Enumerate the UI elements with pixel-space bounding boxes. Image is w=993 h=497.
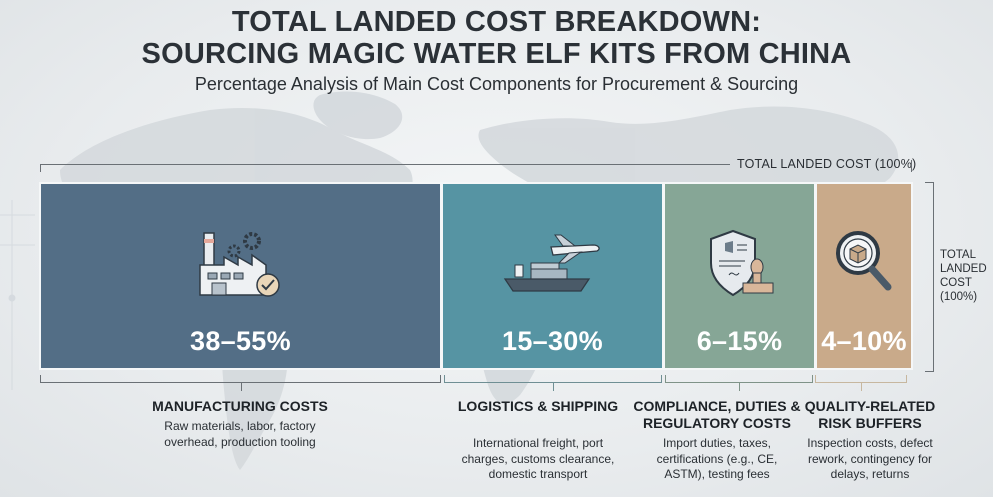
- category-name: QUALITY-RELATED RISK BUFFERS: [804, 398, 936, 431]
- category-description: Import duties, taxes, certifications (e.…: [656, 436, 778, 481]
- bracket-compliance: [665, 375, 813, 391]
- total-top-bracket-tick-right: [911, 160, 912, 172]
- category-quality: QUALITY-RELATED RISK BUFFERS Inspection …: [800, 398, 940, 483]
- category-manufacturing: MANUFACTURING COSTS Raw materials, labor…: [120, 398, 360, 450]
- total-top-bracket-line: [40, 164, 730, 165]
- segment-percentage: 4–10%: [821, 326, 907, 356]
- page-subtitle: Percentage Analysis of Main Cost Compone…: [194, 74, 799, 94]
- total-right-label-line: LANDED: [940, 263, 987, 275]
- segment-compliance[interactable]: 6–15%: [665, 184, 817, 368]
- category-name: MANUFACTURING COSTS: [152, 398, 328, 414]
- category-description: International freight, port charges, cus…: [461, 436, 615, 481]
- magnifier-box-icon: [836, 231, 892, 291]
- total-landed-cost-label-top: TOTAL LANDED COST (100%): [737, 157, 917, 171]
- category-description: Inspection costs, defect rework, conting…: [807, 436, 933, 481]
- category-name: COMPLIANCE, DUTIES & REGULATORY COSTS: [633, 398, 801, 431]
- segment-quality[interactable]: 4–10%: [817, 184, 911, 368]
- bracket-logistics: [444, 375, 662, 391]
- stacked-cost-bar: 38–55% 15–30% 6–15%: [39, 182, 913, 370]
- factory-gear-check-icon: [198, 232, 280, 297]
- page-title-line-1: TOTAL LANDED COST BREAKDOWN:: [231, 6, 762, 38]
- category-name: LOGISTICS & SHIPPING: [457, 398, 619, 414]
- segment-percentage: 15–30%: [502, 326, 603, 356]
- segment-logistics[interactable]: 15–30%: [443, 184, 665, 368]
- ship-plane-icon: [503, 234, 600, 292]
- total-right-label-line: COST: [940, 277, 972, 289]
- category-compliance: COMPLIANCE, DUTIES & REGULATORY COSTS Im…: [632, 398, 802, 483]
- page-title-line-2: SOURCING MAGIC WATER ELF KITS FROM CHINA: [141, 38, 852, 70]
- category-description: Raw materials, labor, factory overhead, …: [164, 419, 316, 449]
- total-right-label-line: (100%): [940, 291, 978, 303]
- bracket-manufacturing: [40, 375, 441, 391]
- shield-document-stamp-icon: [709, 229, 773, 297]
- total-right-bracket: [925, 182, 934, 372]
- segment-percentage: 6–15%: [696, 326, 783, 356]
- total-landed-cost-label-right: TOTAL LANDED COST (100%): [940, 248, 987, 304]
- bracket-quality: [815, 375, 907, 391]
- total-top-bracket-tick-left: [40, 164, 41, 172]
- total-right-label-line: TOTAL: [940, 249, 976, 261]
- segment-percentage: 38–55%: [190, 326, 291, 356]
- category-logistics: LOGISTICS & SHIPPING International freig…: [448, 398, 628, 483]
- segment-manufacturing[interactable]: 38–55%: [41, 184, 443, 368]
